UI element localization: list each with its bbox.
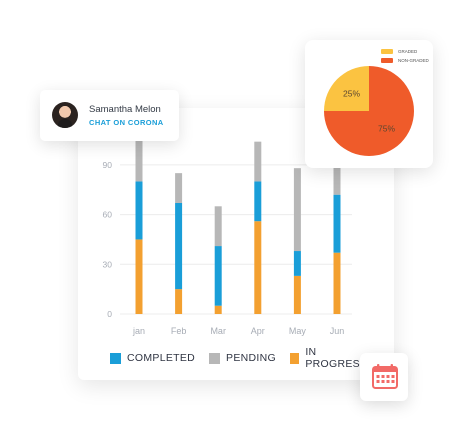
legend-swatch-in-progress xyxy=(290,352,300,364)
bars xyxy=(135,140,341,314)
pie-chart: 75% 25% xyxy=(324,66,414,156)
pie-legend-swatch-non-graded xyxy=(381,58,393,63)
calendar-button[interactable] xyxy=(360,353,408,401)
bar-segment-pending[interactable] xyxy=(254,141,262,182)
bar-segment-in-progress[interactable] xyxy=(333,252,341,314)
pie-slice-graded[interactable] xyxy=(324,66,369,111)
calendar-icon xyxy=(372,364,398,389)
bar-segment-in-progress[interactable] xyxy=(214,305,222,314)
legend-completed[interactable]: COMPLETED xyxy=(110,352,195,364)
grid-lines xyxy=(120,164,352,315)
bar-segment-completed[interactable] xyxy=(333,194,341,253)
bar-segment-in-progress[interactable] xyxy=(293,275,301,314)
chat-link[interactable]: CHAT ON CORONA xyxy=(89,118,164,127)
user-name: Samantha Melon xyxy=(89,104,161,115)
pie-legend-swatch-graded xyxy=(381,49,393,54)
x-tick-labels: jan Feb Mar Apr May Jun xyxy=(132,326,344,336)
legend-label-pending: PENDING xyxy=(226,352,276,364)
x-tick-label: Jun xyxy=(330,326,345,336)
x-tick-label: Feb xyxy=(171,326,187,336)
pie-legend-graded: GRADED xyxy=(381,49,417,54)
pie-legend-label-graded: GRADED xyxy=(398,49,418,54)
x-tick-label: May xyxy=(289,326,307,336)
chart-legend: COMPLETED PENDING IN PROGRESS xyxy=(110,346,370,370)
legend-label-completed: COMPLETED xyxy=(127,352,196,364)
bar-segment-completed[interactable] xyxy=(135,181,143,240)
legend-swatch-completed xyxy=(110,352,121,364)
bar-segment-completed[interactable] xyxy=(293,251,301,276)
bar-segment-completed[interactable] xyxy=(254,181,262,222)
legend-pending[interactable]: PENDING xyxy=(209,352,276,364)
avatar[interactable] xyxy=(52,102,78,128)
user-card[interactable]: Samantha Melon CHAT ON CORONA xyxy=(40,90,179,141)
y-tick-label: 90 xyxy=(103,160,113,170)
bar-segment-completed[interactable] xyxy=(214,246,222,306)
bar-segment-pending[interactable] xyxy=(175,173,183,203)
bar-segment-pending[interactable] xyxy=(214,206,222,247)
bar-segment-completed[interactable] xyxy=(175,202,183,290)
pie-label-non-graded: 75% xyxy=(378,124,395,134)
y-tick-label: 60 xyxy=(103,210,113,220)
bar-segment-pending[interactable] xyxy=(333,156,341,195)
pie-card: GRADED NON-GRADED 75% 25% xyxy=(305,40,433,168)
bar-segment-in-progress[interactable] xyxy=(135,239,143,314)
y-tick-labels: 0 30 60 90 xyxy=(103,160,113,319)
x-tick-label: Mar xyxy=(210,326,226,336)
x-tick-label: Apr xyxy=(251,326,265,336)
pie-legend-label-non-graded: NON-GRADED xyxy=(398,58,429,63)
bar-segment-in-progress[interactable] xyxy=(175,289,183,314)
bar-segment-pending[interactable] xyxy=(135,140,143,182)
pie-label-graded: 25% xyxy=(343,88,360,98)
legend-label-in-progress: IN PROGRESS xyxy=(305,346,368,370)
legend-in-progress[interactable]: IN PROGRESS xyxy=(290,346,370,370)
y-tick-label: 30 xyxy=(103,259,113,269)
pie-legend-non-graded: NON-GRADED xyxy=(381,58,429,63)
bar-segment-pending[interactable] xyxy=(293,168,301,252)
bar-segment-in-progress[interactable] xyxy=(254,221,262,314)
y-tick-label: 0 xyxy=(107,309,112,319)
x-tick-label: jan xyxy=(132,326,145,336)
legend-swatch-pending xyxy=(209,352,221,364)
